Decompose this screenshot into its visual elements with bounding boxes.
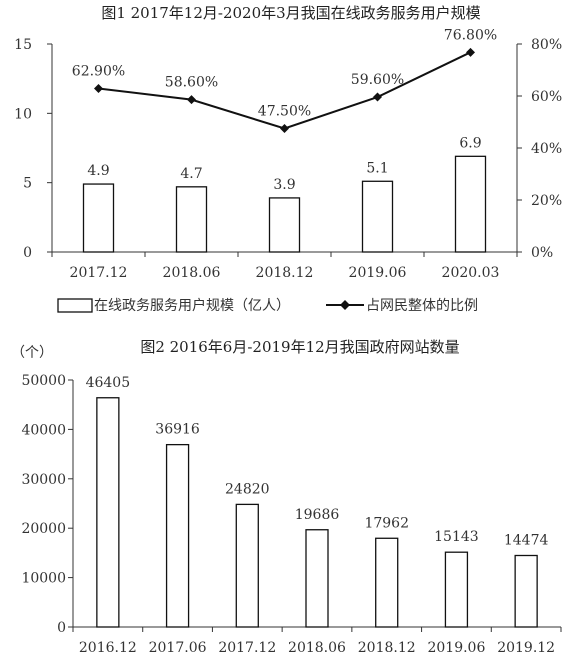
y-tick-label: 20000 bbox=[21, 521, 66, 537]
right-y-tick-label: 80% bbox=[531, 37, 562, 53]
y-tick-label: 0 bbox=[57, 620, 66, 636]
right-y-tick-label: 0% bbox=[531, 245, 553, 261]
bar bbox=[361, 180, 394, 253]
chart-2-y-axis-label: （个） bbox=[11, 345, 53, 361]
bar bbox=[375, 537, 399, 628]
right-y-tick-label: 60% bbox=[531, 89, 562, 105]
bar-data-label: 19686 bbox=[295, 507, 340, 523]
right-y-tick-label: 20% bbox=[531, 193, 562, 209]
x-tick-label: 2019.06 bbox=[349, 265, 407, 281]
x-tick-label: 2016.12 bbox=[79, 640, 137, 656]
left-y-tick-label: 15 bbox=[14, 37, 32, 53]
line-point bbox=[94, 83, 103, 93]
line-point bbox=[466, 47, 475, 57]
x-tick-label: 2017.12 bbox=[70, 265, 128, 281]
line-data-label: 47.50% bbox=[258, 104, 311, 120]
chart-1-bars: 4.9 4.7 3.9 5.1 6.9 bbox=[82, 135, 487, 253]
line-point bbox=[187, 95, 196, 105]
bar bbox=[444, 551, 469, 628]
y-tick-label: 10000 bbox=[21, 571, 66, 587]
bar bbox=[82, 183, 115, 253]
left-y-tick-label: 0 bbox=[23, 245, 32, 261]
bar-data-label: 24820 bbox=[225, 481, 270, 497]
chart-1-title: 图1 2017年12月-2020年3月我国在线政务服务用户规模 bbox=[101, 4, 480, 22]
bar-data-label: 46405 bbox=[86, 375, 131, 391]
y-tick-label: 30000 bbox=[21, 472, 66, 488]
bar bbox=[165, 443, 190, 628]
legend-bar-label: 在线政务服务用户规模（亿人） bbox=[94, 297, 290, 314]
chart-1-line: 62.90% 58.60% 47.50% 59.60% 76.80% bbox=[72, 27, 497, 133]
bar bbox=[514, 554, 538, 628]
x-tick-label: 2017.12 bbox=[218, 640, 276, 656]
bar-data-label: 36916 bbox=[155, 422, 200, 438]
chart-1: 图1 2017年12月-2020年3月我国在线政务服务用户规模 0 5 10 15 0%… bbox=[14, 4, 562, 314]
bar bbox=[175, 186, 208, 253]
x-tick-label: 2018.12 bbox=[256, 265, 314, 281]
line-data-label: 59.60% bbox=[351, 72, 404, 88]
bar-data-label: 15143 bbox=[434, 529, 479, 545]
x-tick-label: 2019.06 bbox=[427, 640, 485, 656]
x-tick-label: 2018.12 bbox=[358, 640, 416, 656]
chart-2-title: 图2 2016年6月-2019年12月我国政府网站数量 bbox=[140, 338, 459, 356]
chart-2-axes: 0 10000 20000 30000 40000 50000 2016.12 2017.06… bbox=[21, 373, 562, 656]
bar bbox=[305, 529, 329, 628]
bar-data-label: 4.9 bbox=[87, 163, 109, 179]
chart-2: 图2 2016年6月-2019年12月我国政府网站数量 （个） 0 10000 20… bbox=[11, 338, 562, 656]
line-point bbox=[373, 92, 382, 102]
left-y-tick-label: 5 bbox=[23, 176, 32, 192]
line-point bbox=[280, 124, 289, 133]
bar bbox=[268, 197, 301, 253]
bar-data-label: 3.9 bbox=[273, 177, 295, 193]
bar bbox=[454, 155, 487, 253]
x-tick-label: 2018.06 bbox=[288, 640, 346, 656]
x-tick-label: 2017.06 bbox=[149, 640, 207, 656]
bar-data-label: 4.7 bbox=[180, 166, 202, 182]
bar-data-label: 14474 bbox=[504, 532, 549, 548]
bar bbox=[235, 503, 259, 628]
chart-1-axes: 0 5 10 15 0% 20% 40% 60% 80% 2017.12 2018.06 2018.1… bbox=[14, 37, 562, 281]
chart-2-bars: 46405 36916 24820 19686 17962 15143 14474 bbox=[86, 375, 549, 628]
bar bbox=[96, 397, 120, 628]
line-data-label: 62.90% bbox=[72, 63, 125, 79]
bar-data-label: 17962 bbox=[364, 515, 409, 531]
chart-1-legend: 在线政务服务用户规模（亿人） 占网民整体的比例 bbox=[57, 297, 478, 314]
line-data-label: 76.80% bbox=[444, 27, 497, 43]
x-tick-label: 2019.12 bbox=[497, 640, 555, 656]
legend-line-marker bbox=[340, 300, 350, 310]
y-tick-label: 40000 bbox=[21, 422, 66, 438]
right-y-tick-label: 40% bbox=[531, 141, 562, 157]
legend-bar-swatch bbox=[57, 298, 93, 313]
left-y-tick-label: 10 bbox=[14, 106, 32, 122]
y-tick-label: 50000 bbox=[21, 373, 66, 389]
x-tick-label: 2020.03 bbox=[442, 265, 500, 281]
legend-line-label: 占网民整体的比例 bbox=[366, 298, 478, 314]
bar-data-label: 5.1 bbox=[366, 160, 388, 176]
x-tick-label: 2018.06 bbox=[163, 265, 221, 281]
line-data-label: 58.60% bbox=[165, 75, 218, 91]
bar-data-label: 6.9 bbox=[459, 135, 481, 151]
